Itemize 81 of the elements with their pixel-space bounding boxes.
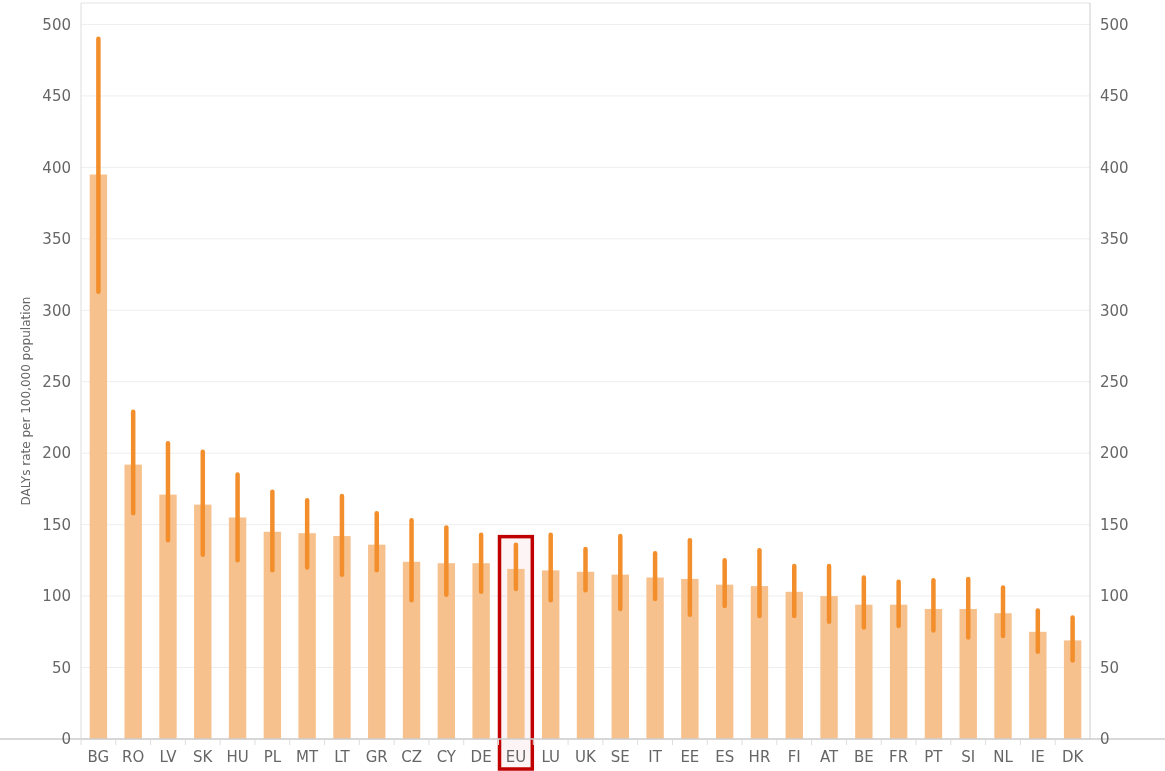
bar [1063,640,1082,739]
bar [194,504,212,739]
bar [715,584,734,739]
bar [785,591,803,739]
x-tick-label: SI [961,748,976,767]
x-tick-label: SK [193,748,214,767]
bar [750,586,769,739]
y2-tick-label: 50 [1100,658,1120,677]
y2-tick-label: 150 [1100,515,1129,534]
bar [855,604,873,739]
bar [368,544,386,739]
y-tick-label: 450 [42,87,71,106]
bar [89,174,108,739]
x-tick-label: DK [1061,748,1085,767]
bar [681,578,699,739]
y-tick-label: 150 [42,515,71,534]
bar [820,596,838,739]
x-tick-label: BG [87,748,110,767]
y-tick-label: 300 [42,301,71,320]
y2-tick-label: 0 [1100,730,1110,749]
y2-tick-label: 450 [1100,87,1129,106]
bar [646,577,664,739]
bar [124,464,142,739]
x-tick-label: EU [505,748,527,767]
y-tick-label: 200 [42,444,71,463]
x-tick-label: PT [924,748,944,767]
x-tick-label: UK [575,748,598,767]
bar [542,570,560,739]
y2-tick-label: 500 [1100,15,1129,34]
bar [994,613,1012,739]
x-tick-label: IE [1030,748,1045,767]
x-tick-label: HU [226,748,249,767]
bar [924,608,943,739]
x-tick-label: AT [819,748,840,767]
x-tick-label: RO [122,748,145,767]
x-tick-label: HR [748,748,771,767]
y2-tick-label: 300 [1100,301,1129,320]
bar [959,608,977,739]
y-tick-label: 350 [42,230,71,249]
bar [159,494,177,739]
x-tick-label: ES [715,748,735,767]
y-axis-title: DALYs rate per 100,000 population [19,296,33,506]
x-tick-label: SE [610,748,630,767]
x-tick-label: MT [296,748,320,767]
x-tick-label: NL [993,748,1014,767]
bar [333,536,351,739]
y2-tick-label: 400 [1100,158,1129,177]
bar [611,574,629,739]
x-tick-label: BE [853,748,874,767]
y-tick-label: 100 [42,587,71,606]
x-tick-label: GR [365,748,388,767]
y2-tick-label: 350 [1100,230,1129,249]
bar [472,563,490,739]
x-tick-label: EE [680,748,700,767]
bar [1029,631,1047,739]
bar [402,561,421,739]
bar [889,604,908,739]
x-tick-label: DE [470,748,492,767]
bar [228,517,247,739]
bar [263,531,282,739]
x-tick-label: LU [541,748,560,767]
y2-tick-label: 100 [1100,587,1129,606]
y-tick-label: 500 [42,15,71,34]
y-tick-label: 0 [61,730,71,749]
x-tick-label: CY [436,748,457,767]
x-tick-label: FI [787,748,801,767]
bar [298,533,316,739]
x-tick-label: CZ [401,748,422,767]
x-tick-label: LV [159,748,178,767]
x-tick-label: PL [263,748,282,767]
x-tick-label: FR [889,748,909,767]
y-tick-label: 50 [51,658,71,677]
bar [507,568,525,739]
bar [576,571,595,739]
y2-tick-label: 250 [1100,372,1129,391]
bar [437,563,456,739]
x-tick-label: LT [334,748,351,767]
y2-tick-label: 200 [1100,444,1129,463]
y-tick-label: 250 [42,372,71,391]
x-tick-label: IT [648,748,663,767]
y-tick-label: 400 [42,158,71,177]
